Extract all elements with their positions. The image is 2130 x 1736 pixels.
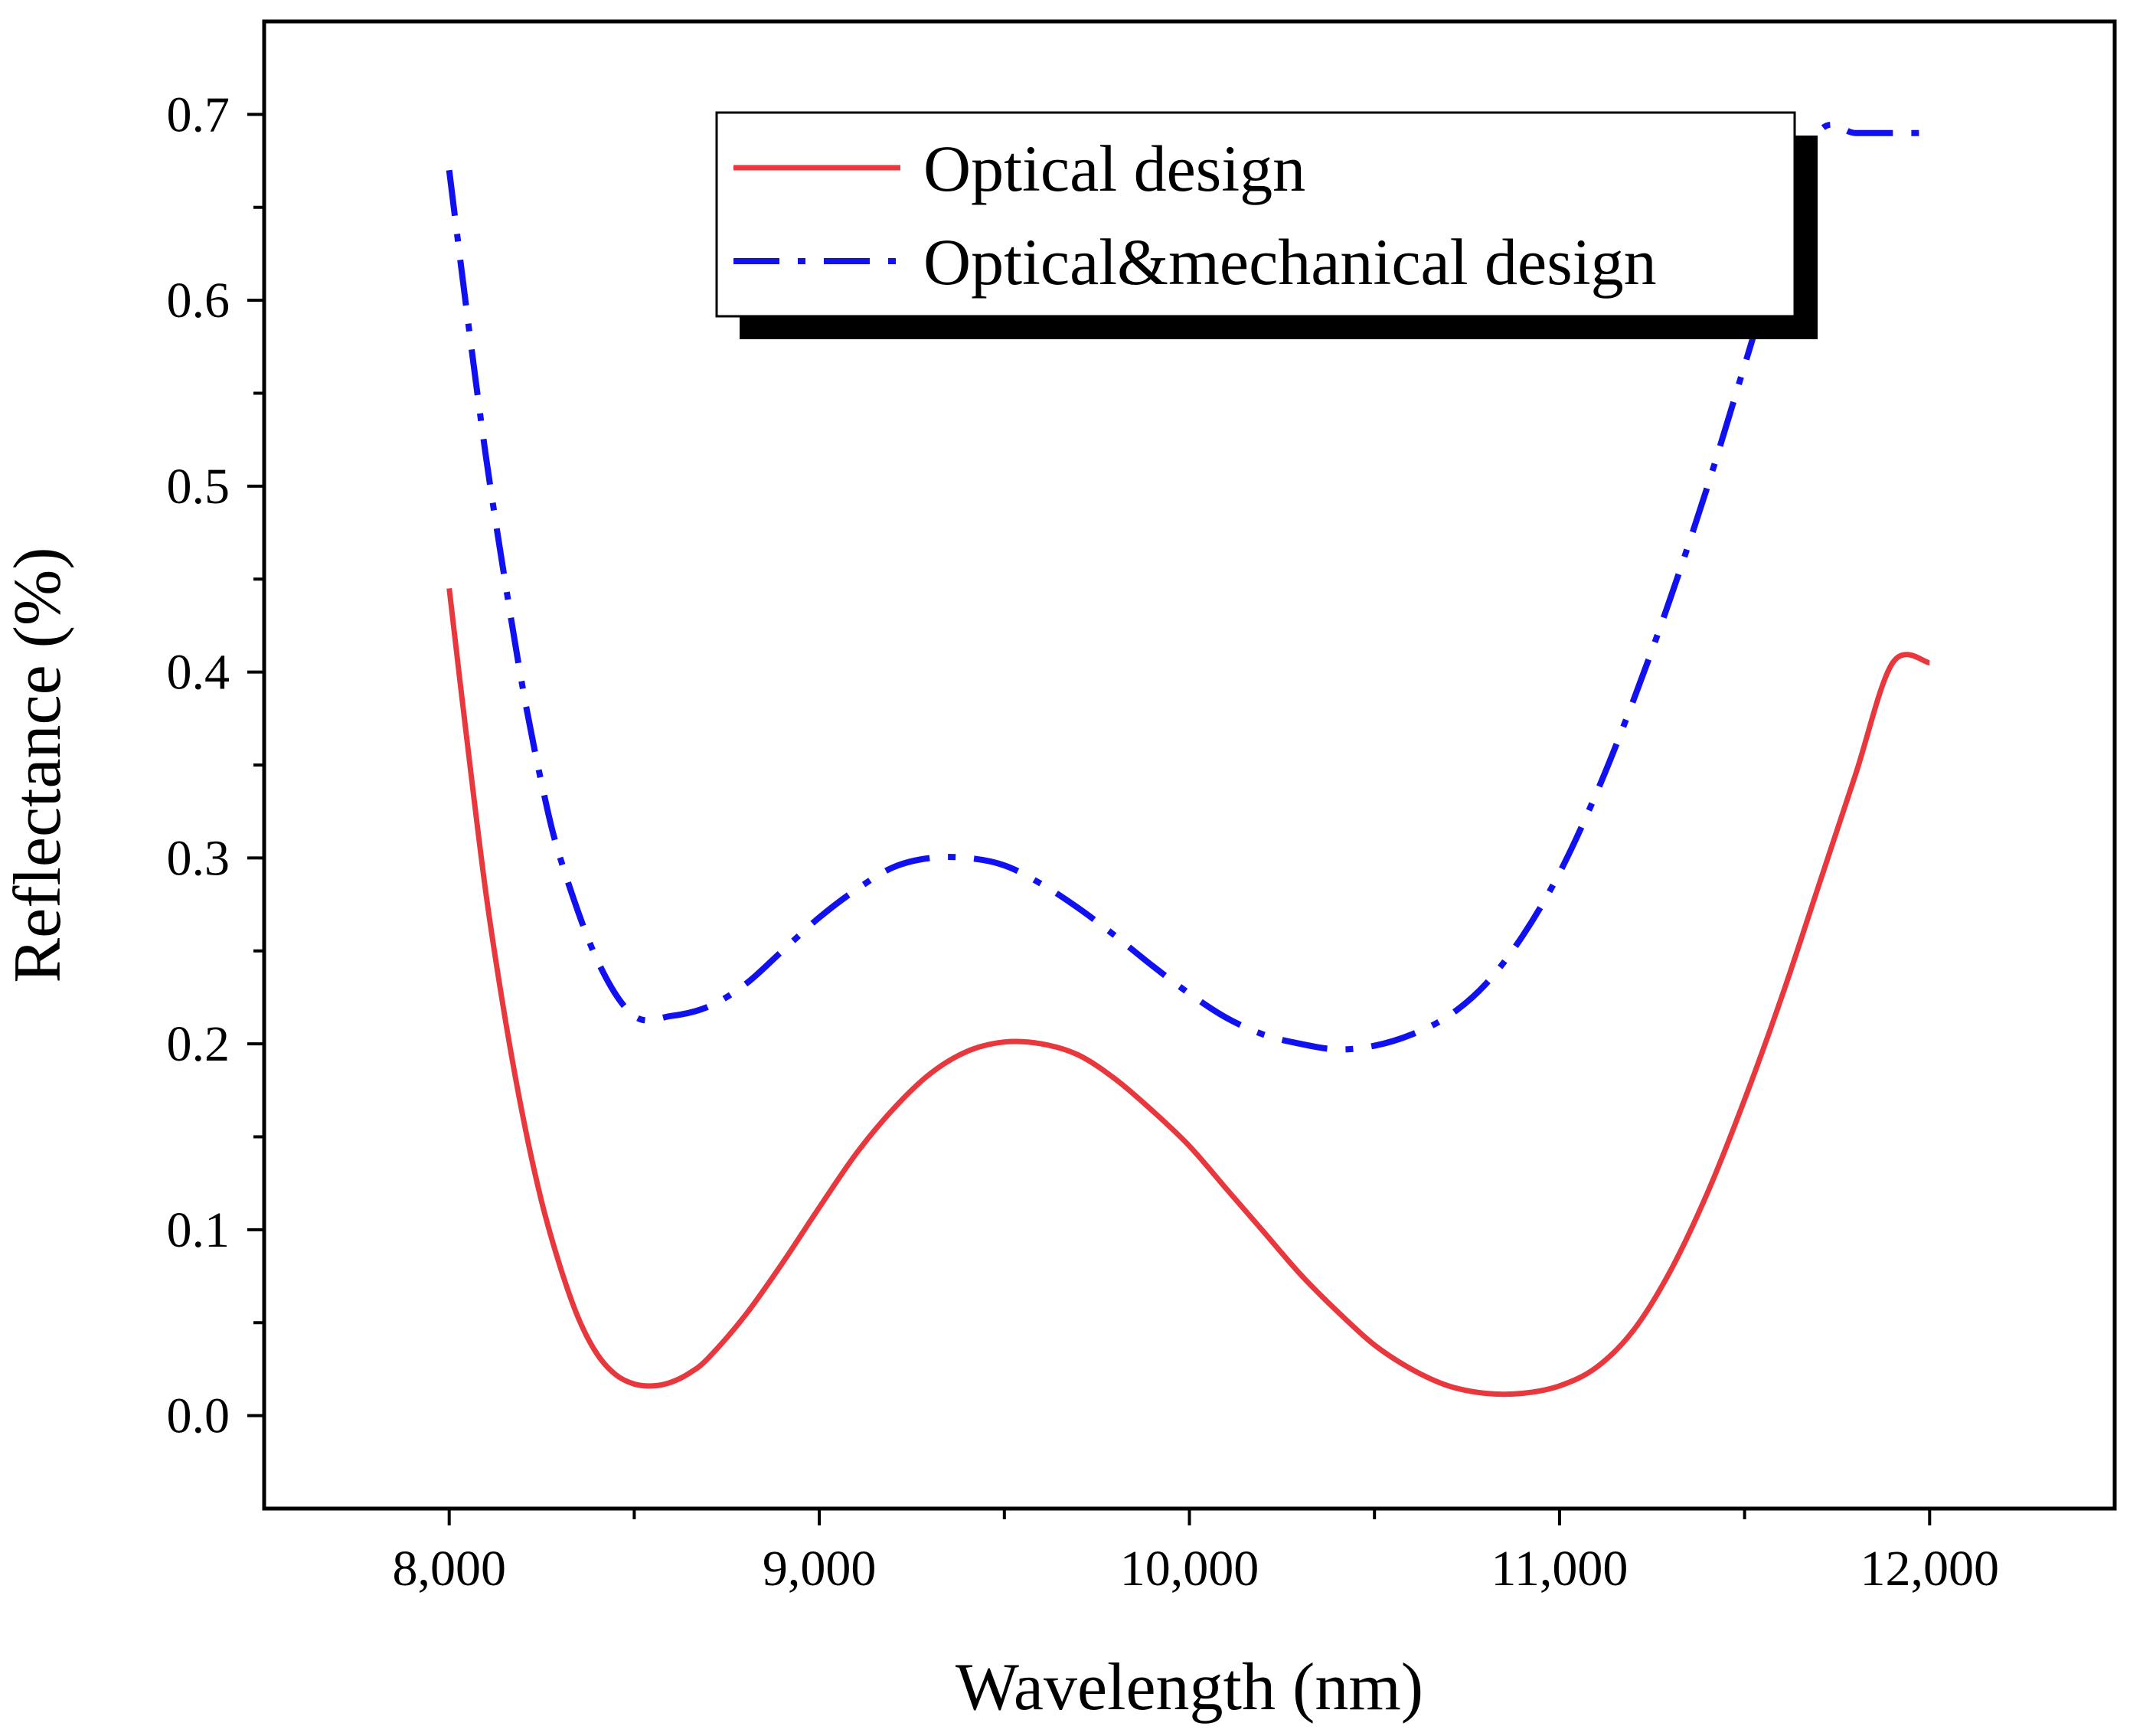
x-tick-label: 10,000 [1120, 1541, 1259, 1597]
x-axis-title: Wavelength (nm) [956, 1650, 1423, 1725]
series-line-optical-design [446, 587, 1931, 1398]
y-tick-label: 0.2 [167, 1016, 230, 1072]
y-tick-label: 0.0 [167, 1388, 230, 1444]
x-tick-label: 11,000 [1491, 1541, 1628, 1597]
y-tick-label: 0.7 [167, 87, 230, 142]
axis-ticks: 8,000 9,000 10,000 11,000 12,000 0.0 0.1 0.2 0.3… [167, 87, 2000, 1597]
y-tick-label: 0.1 [167, 1202, 230, 1258]
legend-box [715, 111, 1796, 318]
y-tick-label: 0.4 [167, 645, 230, 701]
x-tick-label: 12,000 [1860, 1541, 2000, 1597]
legend-label-optical-mechanical-design: Optical&mechanical design [923, 225, 1657, 299]
series-line-optical-mechanical-design [446, 121, 1930, 1053]
y-tick-label: 0.6 [167, 273, 230, 329]
x-tick-label: 9,000 [763, 1541, 877, 1597]
y-tick-label: 0.3 [167, 830, 230, 886]
legend: Optical design Optical&mechanical design [715, 111, 1818, 339]
legend-label-optical-design: Optical design [923, 132, 1305, 205]
series-layer [446, 121, 1931, 1398]
axis-titles: Wavelength (nm) Reflectance (%) [1, 547, 1423, 1725]
x-tick-label: 8,000 [392, 1541, 506, 1597]
y-axis-title: Reflectance (%) [1, 547, 75, 982]
y-tick-label: 0.5 [167, 459, 230, 515]
